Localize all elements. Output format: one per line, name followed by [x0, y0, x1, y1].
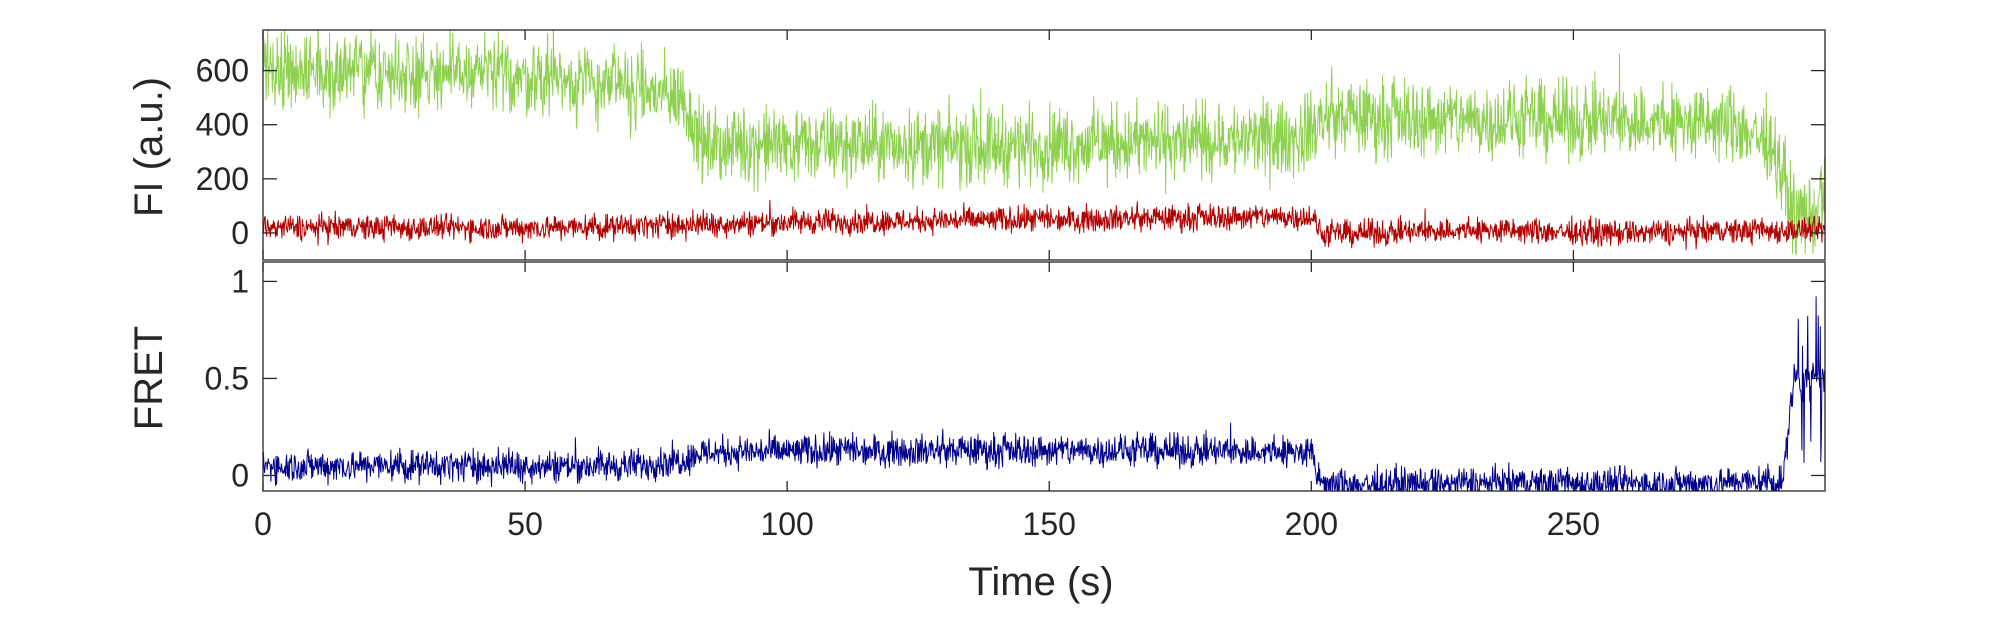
top-ytick-label: 0	[231, 215, 249, 251]
top-ytick-label: 600	[196, 53, 249, 89]
bottom-ytick-label: 0.5	[205, 360, 249, 396]
bottom-xtick-label: 0	[254, 506, 272, 542]
bottom-xtick-label: 250	[1547, 506, 1600, 542]
bottom-xtick-label: 200	[1285, 506, 1338, 542]
bottom-panel-y-axis-label: FRET	[127, 326, 171, 430]
bottom-ytick-label: 1	[231, 263, 249, 299]
fluorescence-intensity-panel: 0 200 400 600	[196, 29, 1826, 261]
bottom-xtick-label: 100	[760, 506, 813, 542]
bottom-xtick-label: 50	[507, 506, 543, 542]
top-ytick-label: 200	[196, 161, 249, 197]
top-ytick-label: 400	[196, 107, 249, 143]
bottom-axes-box	[262, 261, 1826, 492]
top-trace-series-0	[263, 30, 1825, 256]
top-axes-box	[262, 29, 1826, 261]
bottom-ytick-label: 0	[231, 457, 249, 493]
x-axis-label: Time (s)	[968, 560, 1113, 604]
bottom-xtick-label: 150	[1023, 506, 1076, 542]
fret-efficiency-panel: 0 0.5 1 0 50 100 150 200 250	[205, 261, 1826, 542]
top-trace-series-1	[263, 199, 1825, 251]
bottom-trace-series-0	[263, 296, 1825, 491]
top-panel-y-axis-label: FI (a.u.)	[127, 77, 171, 217]
